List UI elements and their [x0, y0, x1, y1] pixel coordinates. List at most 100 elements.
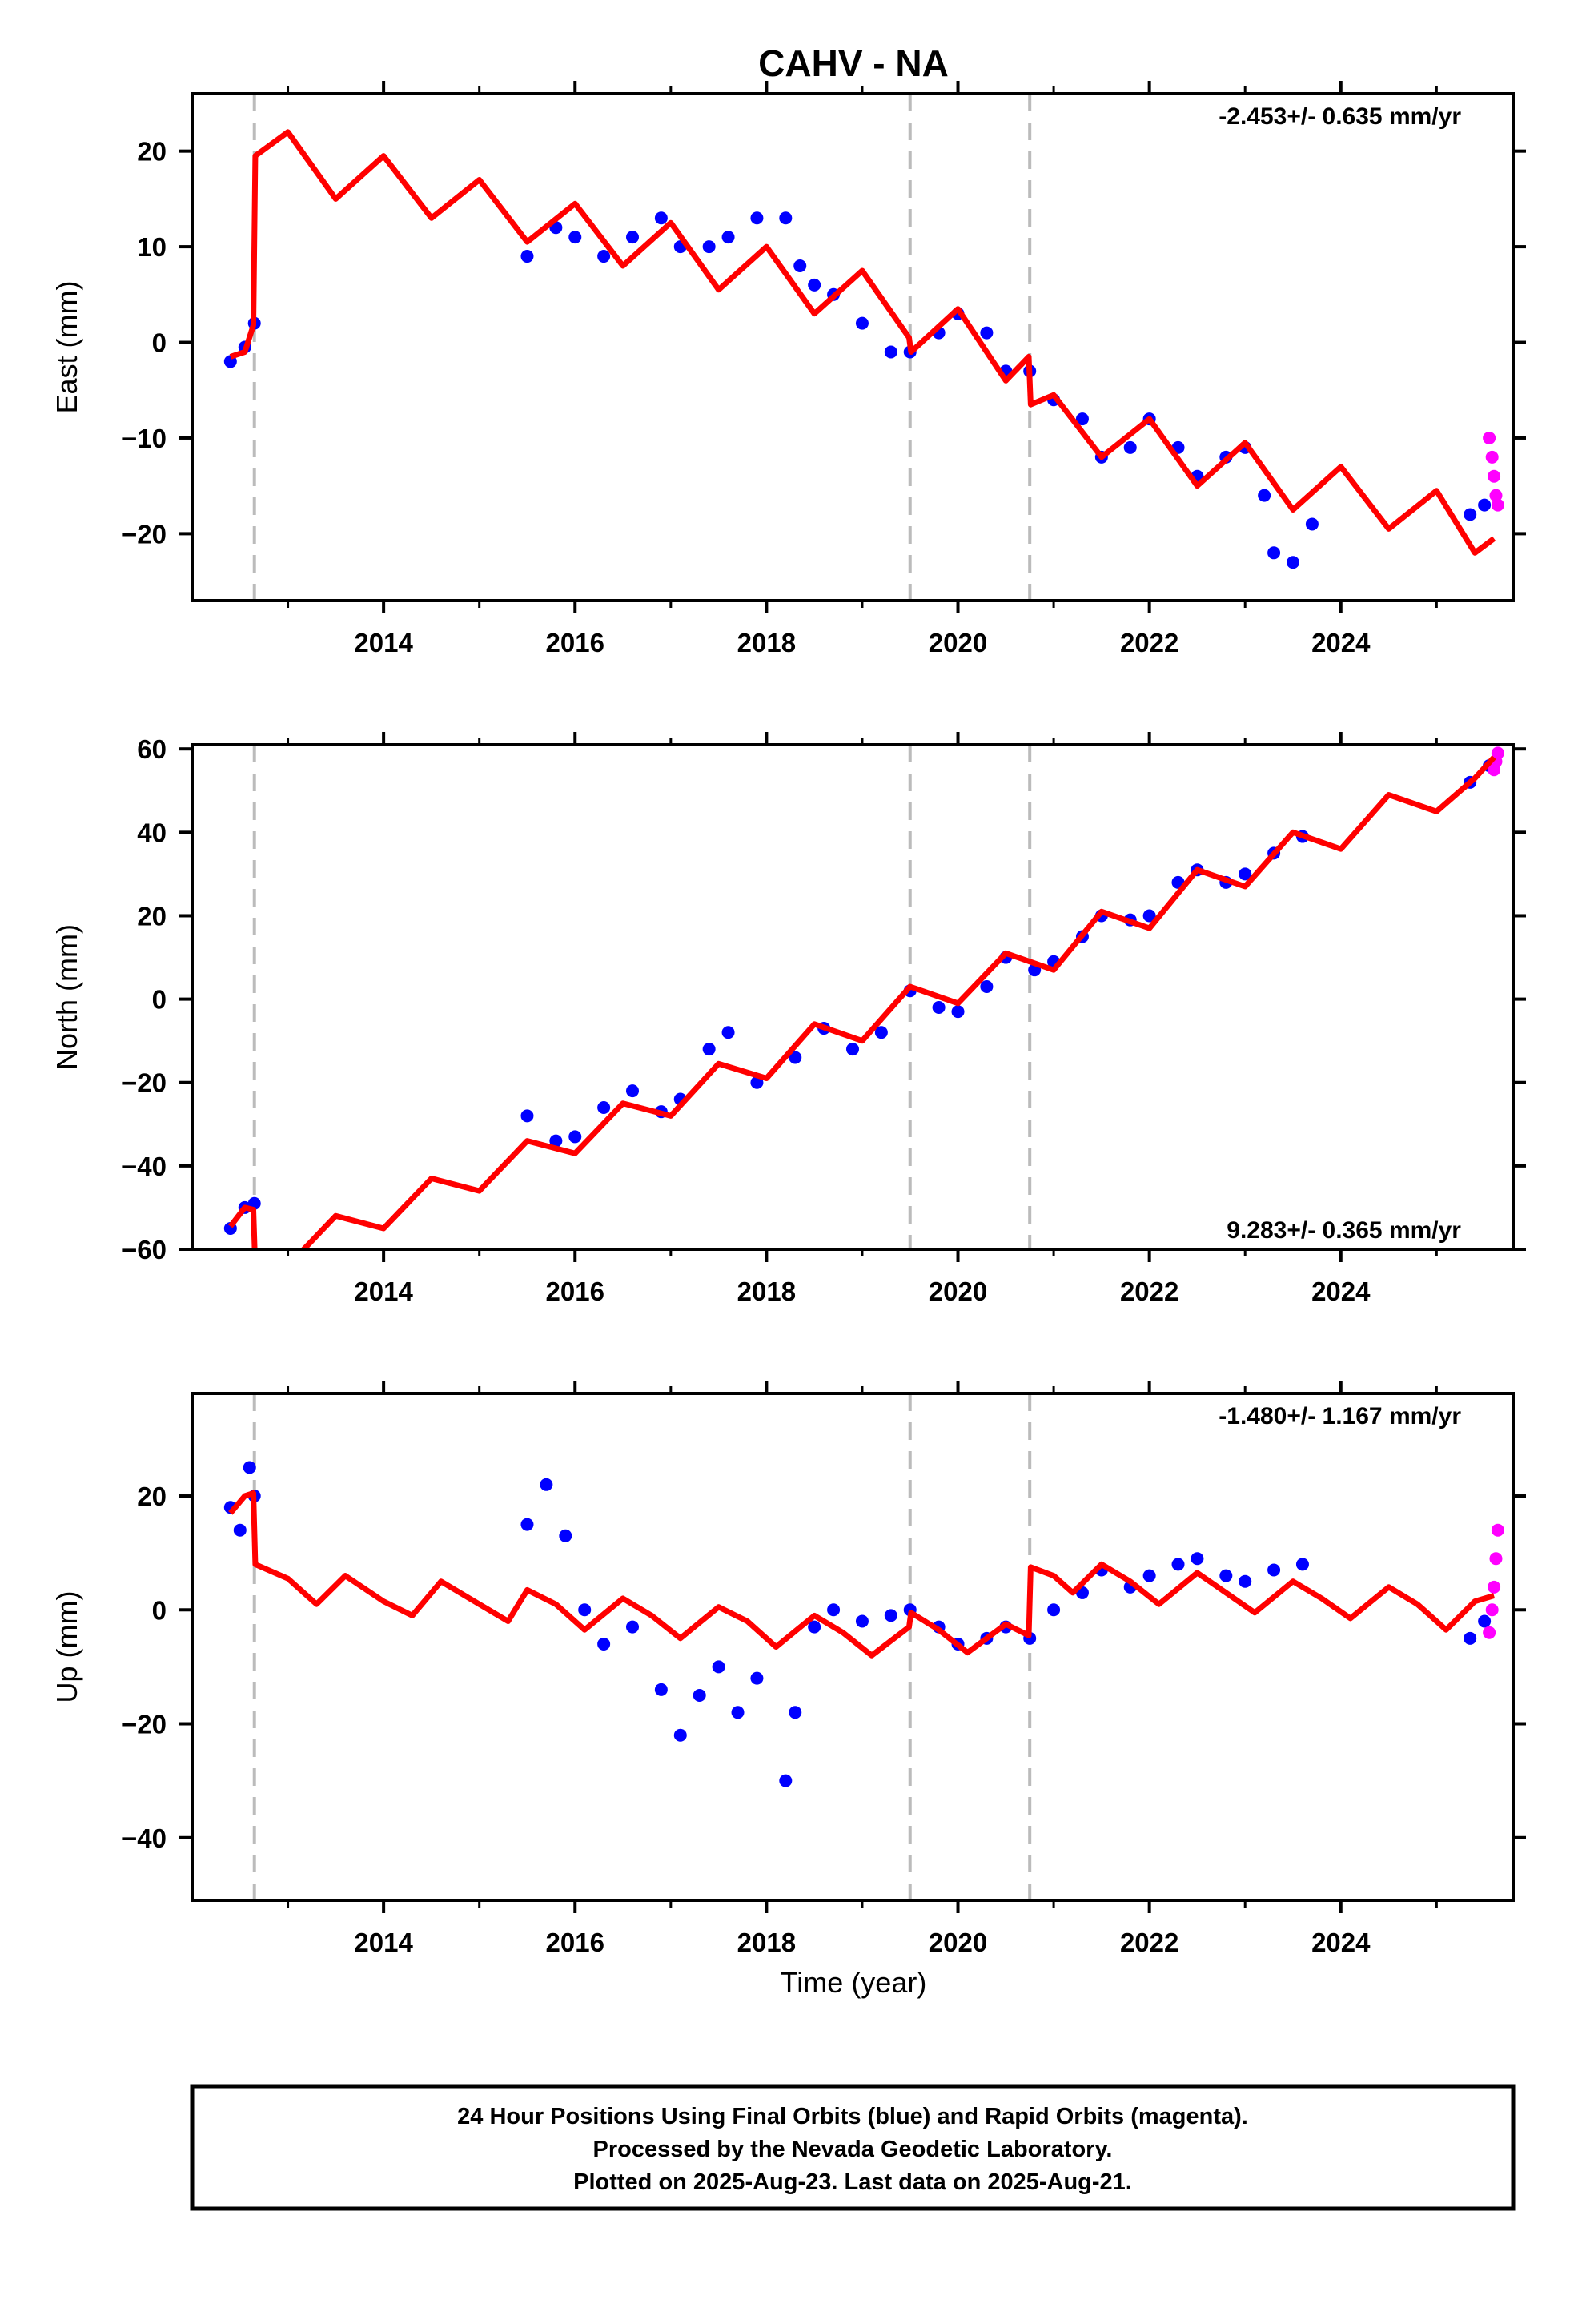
final-orbit-point	[1142, 1569, 1156, 1582]
final-orbit-point	[750, 1671, 764, 1685]
x-tick-label: 2020	[929, 628, 987, 657]
east-plot-frame	[191, 92, 1515, 602]
final-orbit-point	[721, 231, 735, 244]
final-orbit-point	[932, 1001, 946, 1015]
final-orbit-point	[731, 1706, 745, 1719]
final-orbit-point	[779, 1774, 793, 1787]
x-tick-label: 2024	[1311, 628, 1371, 657]
axis-ticks: 2014 2016 2018 2020 2022 2024 −60 −40 −20 0 20 40 60	[122, 732, 1526, 1306]
x-tick-label: 2014	[354, 1277, 413, 1306]
y-tick-label: 20	[137, 901, 167, 931]
x-tick-label: 2018	[737, 628, 796, 657]
north-axis-label: North (mm)	[50, 924, 83, 1070]
data-points	[223, 211, 1504, 569]
final-orbit-point	[712, 1660, 725, 1674]
footer-line-3: Plotted on 2025-Aug-23. Last data on 202…	[573, 2169, 1132, 2195]
final-orbit-point	[1267, 1563, 1281, 1577]
final-orbit-point	[855, 1614, 869, 1628]
model-curve	[228, 1490, 1496, 1659]
rapid-orbit-point	[1488, 469, 1501, 483]
final-orbit-point	[846, 1043, 859, 1056]
x-tick-label: 2020	[929, 1277, 987, 1306]
x-tick-label: 2018	[737, 1277, 796, 1306]
final-orbit-point	[597, 1100, 611, 1114]
footer-box: 24 Hour Positions Using Final Orbits (bl…	[190, 2084, 1516, 2211]
x-tick-label: 2022	[1120, 1928, 1178, 1957]
x-tick-label: 2018	[737, 1928, 796, 1957]
final-orbit-point	[1239, 1574, 1252, 1588]
chart-title: CAHV - NA	[758, 42, 949, 84]
y-tick-label: −60	[122, 1235, 167, 1265]
up-plot-frame	[191, 1392, 1515, 1902]
rapid-orbit-point	[1483, 1626, 1496, 1639]
final-orbit-point	[827, 1603, 841, 1617]
final-orbit-point	[578, 1603, 592, 1617]
rapid-orbit-point	[1489, 1552, 1503, 1566]
final-orbit-point	[721, 1026, 735, 1039]
north-panel: 2014 2016 2018 2020 2022 2024 −60 −40 −20 0 20 40 60…	[50, 732, 1526, 1306]
final-orbit-point	[233, 1523, 247, 1537]
final-orbit-point	[980, 979, 994, 993]
final-orbit-point	[750, 1076, 764, 1089]
final-orbit-point	[884, 345, 897, 359]
final-orbit-point	[789, 1051, 802, 1064]
final-orbit-point	[597, 1637, 611, 1651]
rapid-orbit-point	[1485, 450, 1499, 464]
final-orbit-point	[793, 259, 807, 272]
x-tick-label: 2014	[354, 628, 413, 657]
final-orbit-point	[1047, 1603, 1061, 1617]
model-curve	[228, 755, 1496, 1249]
data-points	[223, 746, 1504, 1235]
model-line	[228, 1490, 1496, 1659]
final-orbit-point	[1171, 1558, 1185, 1571]
final-orbit-point	[1295, 1558, 1309, 1571]
final-orbit-point	[808, 278, 821, 292]
y-tick-label: 40	[137, 818, 167, 847]
y-tick-label: 20	[137, 1482, 167, 1511]
rapid-orbit-point	[1491, 1523, 1504, 1537]
final-orbit-point	[520, 250, 534, 263]
north-plot-frame	[191, 743, 1515, 1251]
final-orbit-point	[568, 231, 582, 244]
final-orbit-point	[951, 1005, 965, 1019]
footer-line-2: Processed by the Nevada Geodetic Laborat…	[593, 2137, 1113, 2162]
final-orbit-point	[549, 1134, 563, 1148]
final-orbit-point	[874, 1026, 888, 1039]
x-tick-label: 2016	[546, 1277, 604, 1306]
step-lines	[252, 745, 1032, 1249]
up-axis-label: Up (mm)	[50, 1591, 83, 1703]
final-orbit-point	[520, 1518, 534, 1531]
x-tick-label: 2024	[1311, 1277, 1371, 1306]
final-orbit-point	[520, 1109, 534, 1123]
x-tick-label: 2022	[1120, 628, 1178, 657]
final-orbit-point	[980, 326, 994, 340]
final-orbit-point	[1478, 1614, 1492, 1628]
x-tick-label: 2024	[1311, 1928, 1371, 1957]
east-axis-label: East (mm)	[50, 281, 83, 414]
final-orbit-point	[1142, 909, 1156, 923]
rapid-orbit-point	[1489, 489, 1503, 502]
final-orbit-point	[626, 1084, 639, 1098]
final-orbit-point	[597, 250, 611, 263]
final-orbit-point	[626, 231, 639, 244]
final-orbit-point	[693, 1688, 706, 1702]
final-orbit-point	[750, 211, 764, 225]
final-orbit-point	[702, 1043, 716, 1056]
model-curve	[229, 129, 1496, 556]
rapid-orbit-point	[1488, 1580, 1501, 1594]
final-orbit-point	[1305, 517, 1319, 531]
final-orbit-point	[540, 1478, 553, 1491]
y-tick-label: −20	[122, 1068, 167, 1098]
final-orbit-point	[559, 1529, 572, 1542]
final-orbit-point	[1287, 556, 1299, 569]
y-tick-label: −40	[122, 1152, 167, 1181]
y-tick-label: 20	[137, 137, 167, 167]
final-orbit-point	[1464, 508, 1477, 521]
final-orbit-point	[1191, 1552, 1204, 1566]
east-panel: 2014 2016 2018 2020 2022 2024 −20 −10 0 10 20 East…	[50, 81, 1526, 657]
step-lines	[252, 1393, 1032, 1900]
up-rate-label: -1.480+/- 1.167 mm/yr	[1219, 1403, 1461, 1429]
data-points	[223, 1461, 1504, 1787]
axis-ticks: 2014 2016 2018 2020 2022 2024 −40 −20 0 20	[122, 1381, 1526, 1957]
y-tick-label: −20	[122, 519, 167, 549]
